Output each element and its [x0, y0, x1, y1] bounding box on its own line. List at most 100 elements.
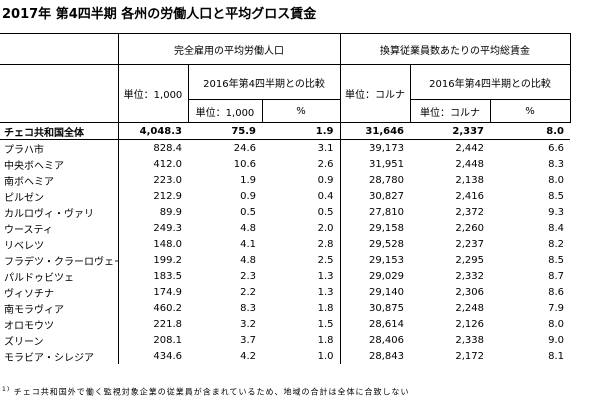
- cell: 8.5: [548, 190, 565, 202]
- cell: 29,140: [339, 284, 410, 300]
- table-row: チェコ共和国全体 4,048.3 75.9 1.9 31,646 2,337 8.0: [0, 122, 571, 140]
- cell: 2,172: [455, 350, 484, 362]
- cell: 2.3: [240, 270, 256, 282]
- corner: [0, 64, 119, 123]
- cell: 223.0: [117, 172, 188, 188]
- cell: 434.6: [117, 348, 188, 364]
- cell: 8.0: [548, 174, 565, 186]
- cell: 1.9: [262, 122, 340, 140]
- row-label: ズリーン: [4, 336, 44, 348]
- cell: 8.4: [548, 222, 565, 234]
- cell: 1.8: [317, 302, 334, 314]
- cell: 0.5: [317, 206, 334, 218]
- cell: 8.5: [548, 254, 565, 266]
- cell: 8.6: [548, 286, 565, 298]
- sub-header: 単位：1,000: [117, 64, 189, 123]
- cell: 2,448: [455, 158, 484, 170]
- table-row: ズリーン 208.1 3.7 1.8 28,406 2,338 9.0: [0, 332, 570, 348]
- group-header: 完全雇用の平均労働人口: [117, 33, 341, 65]
- cell: 8.3: [240, 302, 256, 314]
- row-label: ウースティ: [4, 224, 53, 236]
- cell: 412.0: [117, 156, 188, 172]
- cell: 1.5: [317, 318, 334, 330]
- table-row: 南ボヘミア 223.0 1.9 0.9 28,780 2,138 8.0: [0, 172, 570, 188]
- table-row: ウースティ 249.3 4.8 2.0 29,158 2,260 8.4: [0, 220, 570, 236]
- cell: 31,951: [339, 156, 410, 172]
- row-label: 南モラヴィア: [4, 304, 64, 316]
- cell: 174.9: [117, 284, 188, 300]
- cell: 0.9: [317, 174, 334, 186]
- cell: 30,827: [339, 188, 410, 204]
- row-label: カルロヴィ・ヴァリ: [4, 208, 94, 220]
- table-row: フラデツ・クラーロヴェー 199.2 4.8 2.5 29,153 2,295 8.5: [0, 252, 570, 268]
- cell: 4,048.3: [117, 122, 188, 140]
- cell: 460.2: [117, 300, 188, 316]
- cell: 39,173: [339, 139, 410, 156]
- table-row: パルドゥビツェ 183.5 2.3 1.3 29,029 2,332 8.7: [0, 268, 570, 284]
- unit-header: 単位：コルナ: [409, 99, 491, 123]
- cell: 29,528: [339, 236, 410, 252]
- cell: 1.8: [317, 334, 334, 346]
- cell: 2,337: [410, 122, 490, 140]
- row-label: リベレツ: [4, 240, 44, 252]
- cell: 4.1: [240, 238, 256, 250]
- row-label: パルドゥビツェ: [4, 272, 74, 284]
- table-row: モラビア・シレジア 434.6 4.2 1.0 28,843 2,172 8.1: [0, 348, 570, 364]
- row-label: 南ボヘミア: [4, 176, 54, 188]
- table-row: リベレツ 148.0 4.1 2.8 29,528 2,237 8.2: [0, 236, 570, 252]
- row-label: ピルゼン: [4, 192, 44, 204]
- cell: 3.2: [240, 318, 256, 330]
- footnote-marker: 1): [2, 386, 11, 393]
- cell: 212.9: [117, 188, 188, 204]
- table-row: 南モラヴィア 460.2 8.3 1.8 30,875 2,248 7.9: [0, 300, 570, 316]
- cell: 2,372: [455, 206, 484, 218]
- cell: 8.7: [548, 270, 565, 282]
- cell: 4.8: [240, 254, 256, 266]
- sub-header: 単位：コルナ: [339, 64, 411, 123]
- group-header: 換算従業員数あたりの平均総賃金: [339, 33, 571, 65]
- sub-header: 2016年第4四半期との比較: [409, 64, 571, 100]
- row-label: チェコ共和国全体: [0, 122, 118, 140]
- table-row: プラハ市 828.4 24.6 3.1 39,173 2,442 6.6: [0, 139, 570, 156]
- cell: 2.5: [317, 254, 334, 266]
- cell: 28,614: [339, 316, 410, 332]
- cell: 0.4: [317, 190, 334, 202]
- cell: 24.6: [233, 142, 256, 154]
- cell: 10.6: [233, 158, 256, 170]
- title: 2017年 第4四半期 各州の労働人口と平均グロス賃金: [2, 7, 317, 22]
- cell: 183.5: [117, 268, 188, 284]
- cell: 8.0: [548, 318, 565, 330]
- table-row: オロモウツ 221.8 3.2 1.5 28,614 2,126 8.0: [0, 316, 570, 332]
- cell: 2,332: [455, 270, 484, 282]
- cell: 1.0: [317, 350, 334, 362]
- corner: [0, 33, 119, 65]
- cell: 27,810: [339, 204, 410, 220]
- sub-header: 2016年第4四半期との比較: [187, 64, 341, 100]
- row-label: ヴィソチナ: [4, 288, 54, 300]
- cell: 3.7: [240, 334, 256, 346]
- cell: 2,416: [455, 190, 484, 202]
- cell: 2,338: [455, 334, 484, 346]
- unit-header: %: [261, 99, 341, 123]
- row-label: オロモウツ: [4, 320, 54, 332]
- cell: 1.3: [317, 270, 334, 282]
- unit-header: %: [489, 99, 571, 123]
- cell: 4.2: [240, 350, 256, 362]
- cell: 9.0: [548, 334, 565, 346]
- cell: 2,295: [455, 254, 484, 266]
- table-row: ピルゼン 212.9 0.9 0.4 30,827 2,416 8.5: [0, 188, 570, 204]
- cell: 28,780: [339, 172, 410, 188]
- cell: 29,153: [339, 252, 410, 268]
- cell: 29,158: [339, 220, 410, 236]
- cell: 2,237: [455, 238, 484, 250]
- cell: 0.9: [240, 190, 256, 202]
- cell: 2,442: [455, 142, 484, 154]
- table: 完全雇用の平均労働人口 換算従業員数あたりの平均総賃金 単位：1,000 201…: [0, 33, 571, 364]
- cell: 208.1: [117, 332, 188, 348]
- cell: 28,843: [339, 348, 410, 364]
- cell: 2,306: [455, 286, 484, 298]
- row-label: 中央ボヘミア: [4, 160, 64, 172]
- cell: 199.2: [117, 252, 188, 268]
- cell: 2.2: [240, 286, 256, 298]
